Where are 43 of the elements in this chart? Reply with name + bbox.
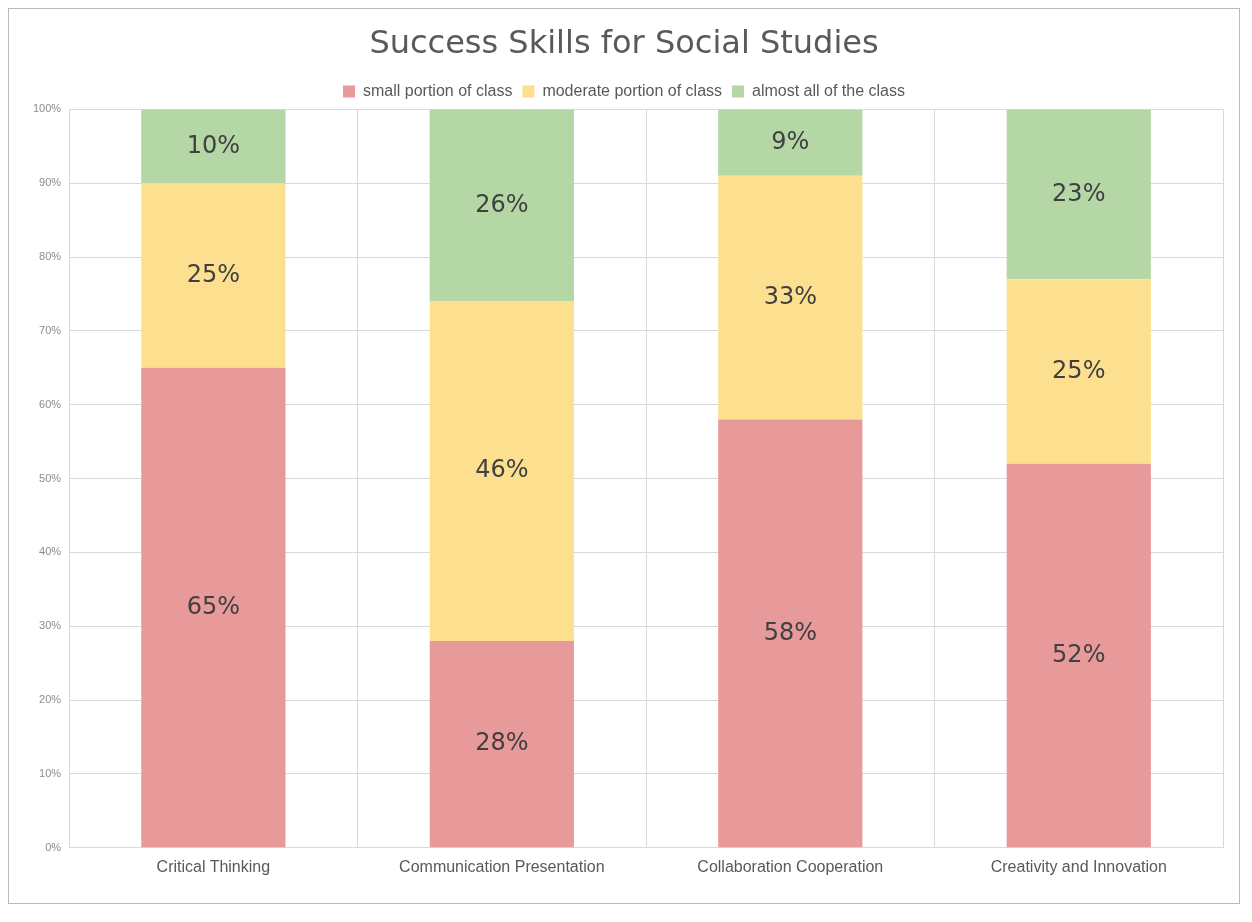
data-label: 23% [1052, 178, 1106, 207]
bar [429, 641, 574, 848]
x-tick-label: Communication Presentation [399, 857, 605, 875]
legend-label: moderate portion of class [542, 81, 723, 99]
y-tick-label: 70% [39, 323, 62, 336]
data-label: 9% [771, 126, 810, 155]
bar [429, 109, 574, 302]
bar [1006, 109, 1151, 280]
chart-title: Success Skills for Social Studies [369, 22, 879, 61]
bar [718, 175, 863, 420]
data-label: 58% [763, 617, 817, 646]
x-tick-label: Creativity and Innovation [990, 857, 1167, 875]
data-label: 25% [1052, 355, 1106, 384]
x-tick-label: Collaboration Cooperation [697, 857, 884, 875]
y-tick-label: 100% [32, 102, 62, 115]
bar [718, 109, 863, 176]
data-label: 33% [763, 281, 817, 310]
y-tick-label: 30% [39, 619, 62, 632]
legend-label: almost all of the class [752, 81, 905, 99]
bar [429, 301, 574, 642]
data-label: 65% [186, 591, 241, 620]
y-tick-label: 80% [39, 250, 62, 263]
data-label: 28% [475, 728, 529, 757]
legend-label: small portion of class [363, 81, 513, 99]
data-label: 10% [186, 130, 241, 159]
data-label: 26% [475, 189, 529, 218]
y-tick-label: 0% [45, 840, 62, 853]
data-label: 52% [1052, 639, 1106, 668]
bar [1006, 463, 1151, 848]
y-tick-label: 10% [39, 766, 62, 779]
bar [141, 109, 286, 184]
x-tick-label: Critical Thinking [156, 857, 271, 875]
data-label: 46% [475, 455, 529, 484]
y-tick-label: 60% [39, 397, 62, 410]
data-label: 25% [186, 259, 241, 288]
bar [141, 183, 286, 368]
y-tick-label: 40% [39, 545, 62, 558]
bar [141, 367, 286, 848]
y-tick-label: 20% [39, 693, 62, 706]
y-tick-label: 90% [39, 176, 62, 189]
y-tick-label: 50% [39, 471, 62, 484]
bar [1006, 279, 1151, 464]
bar [718, 419, 863, 848]
